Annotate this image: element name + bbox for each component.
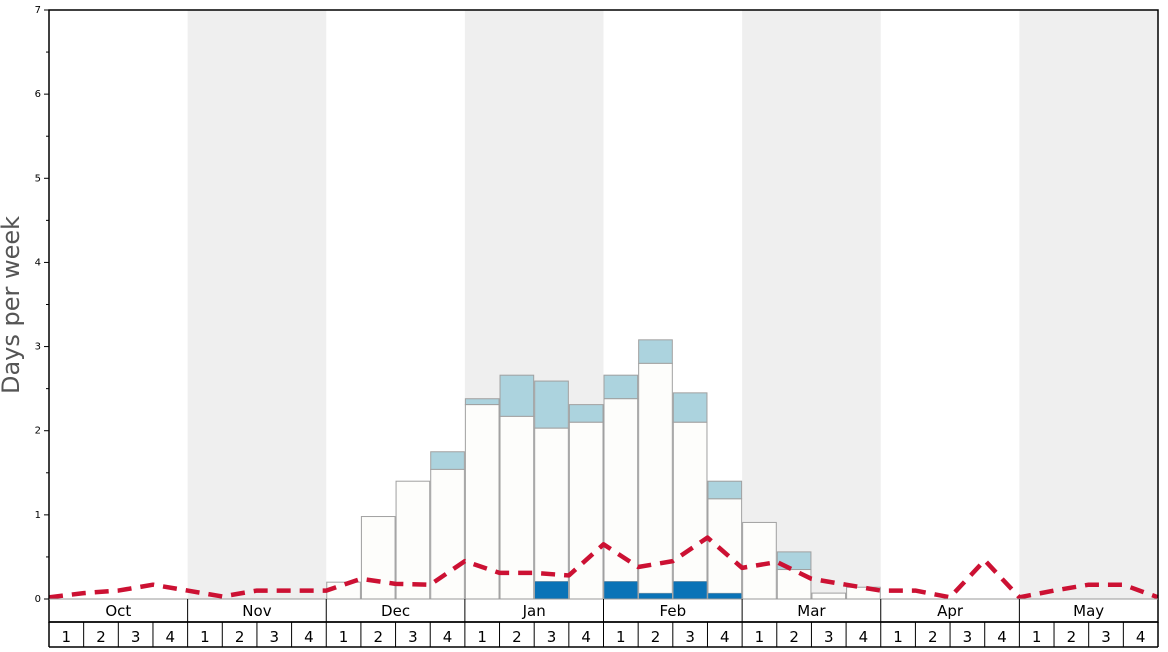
week-label: 4: [720, 628, 730, 646]
trend-line-layer: [48, 535, 1159, 600]
bar-segment-base: [672, 421, 708, 600]
bar-segment-dark: [603, 581, 638, 600]
bar-segment-base: [638, 362, 673, 600]
week-label: 2: [235, 628, 245, 646]
week-label: 3: [963, 628, 973, 646]
y-tick-label: 3: [35, 342, 41, 353]
bar-segment-light: [430, 451, 465, 470]
bar-segment-light: [672, 392, 708, 423]
trend-line: [48, 535, 1159, 600]
y-tick-label: 4: [35, 257, 41, 268]
y-tick-label: 7: [35, 5, 41, 16]
bar-segment-dark: [638, 592, 673, 600]
bar-segment-light: [534, 380, 569, 429]
bar-segment-base: [776, 569, 812, 600]
week-label: 3: [131, 628, 141, 646]
week-label: 4: [304, 628, 314, 646]
month-label: Dec: [381, 602, 410, 620]
week-label: 4: [859, 628, 869, 646]
bar-segment-base: [499, 415, 535, 600]
y-tick-label: 5: [35, 173, 41, 184]
week-label: 2: [512, 628, 522, 646]
bar-segment-base: [534, 427, 569, 600]
y-axis-label: Days per week: [0, 216, 25, 394]
x-axis: Oct 1 2 3 4 Nov 1 2 3 4 Dec 1 2 3 4 Jan 1 2 3 4 Feb 1 2 3 4 Mar 1 2…: [48, 599, 1159, 648]
y-tick-label: 1: [35, 510, 41, 521]
month-shading-layer: [187, 10, 1158, 599]
week-label: 3: [1101, 628, 1111, 646]
week-label: 1: [62, 628, 72, 646]
month-shade-band: [1019, 10, 1158, 599]
bar-segment-dark: [707, 592, 742, 600]
bar-segment-light: [499, 374, 535, 417]
week-label: 1: [1032, 628, 1042, 646]
month-shade-band: [742, 10, 881, 599]
bar-segment-light: [638, 339, 673, 364]
week-label: 3: [547, 628, 557, 646]
month-label: Apr: [937, 602, 964, 620]
bar-segment-light: [464, 398, 500, 406]
week-label: 2: [1067, 628, 1077, 646]
bar-segment-base: [464, 404, 500, 600]
month-label: Jan: [522, 602, 546, 620]
week-label: 4: [581, 628, 591, 646]
bar-segment-dark: [673, 581, 708, 600]
week-label: 2: [928, 628, 938, 646]
week-label: 2: [651, 628, 661, 646]
bar-segment-light: [603, 374, 639, 400]
bar-segment-base: [430, 468, 465, 600]
bar-segment-light: [568, 404, 604, 423]
bar-segment-base: [707, 498, 743, 600]
week-label: 1: [755, 628, 765, 646]
week-label: 1: [477, 628, 487, 646]
y-tick-label: 6: [35, 89, 41, 100]
month-label: Mar: [797, 602, 826, 620]
week-label: 3: [824, 628, 834, 646]
month-shade-band: [187, 10, 327, 599]
month-label: Oct: [105, 602, 131, 620]
bar-segment-light: [707, 480, 743, 500]
week-label: 2: [373, 628, 383, 646]
week-label: 4: [1136, 628, 1146, 646]
week-label: 4: [997, 628, 1007, 646]
week-label: 1: [616, 628, 626, 646]
week-label: 1: [200, 628, 210, 646]
y-axis: 0 1 2 3 4 5 6 7: [35, 5, 50, 605]
month-label: May: [1073, 602, 1104, 620]
week-label: 4: [166, 628, 176, 646]
week-label: 3: [408, 628, 418, 646]
bar-segment-base: [603, 398, 639, 600]
y-tick-label: 2: [35, 426, 41, 437]
week-label: 3: [685, 628, 695, 646]
y-tick-label: 0: [35, 594, 41, 605]
week-label: 2: [789, 628, 799, 646]
week-label: 2: [96, 628, 106, 646]
week-label: 1: [339, 628, 349, 646]
week-label: 4: [443, 628, 453, 646]
month-label: Feb: [660, 602, 687, 620]
week-label: 1: [893, 628, 903, 646]
bar-segment-base: [811, 592, 847, 600]
bar-segment-base: [360, 516, 396, 600]
bar-segment-dark: [534, 581, 569, 600]
month-label: Nov: [242, 602, 271, 620]
bar-segment-base: [395, 480, 431, 600]
bar-segment-base: [742, 521, 777, 600]
week-label: 3: [269, 628, 279, 646]
